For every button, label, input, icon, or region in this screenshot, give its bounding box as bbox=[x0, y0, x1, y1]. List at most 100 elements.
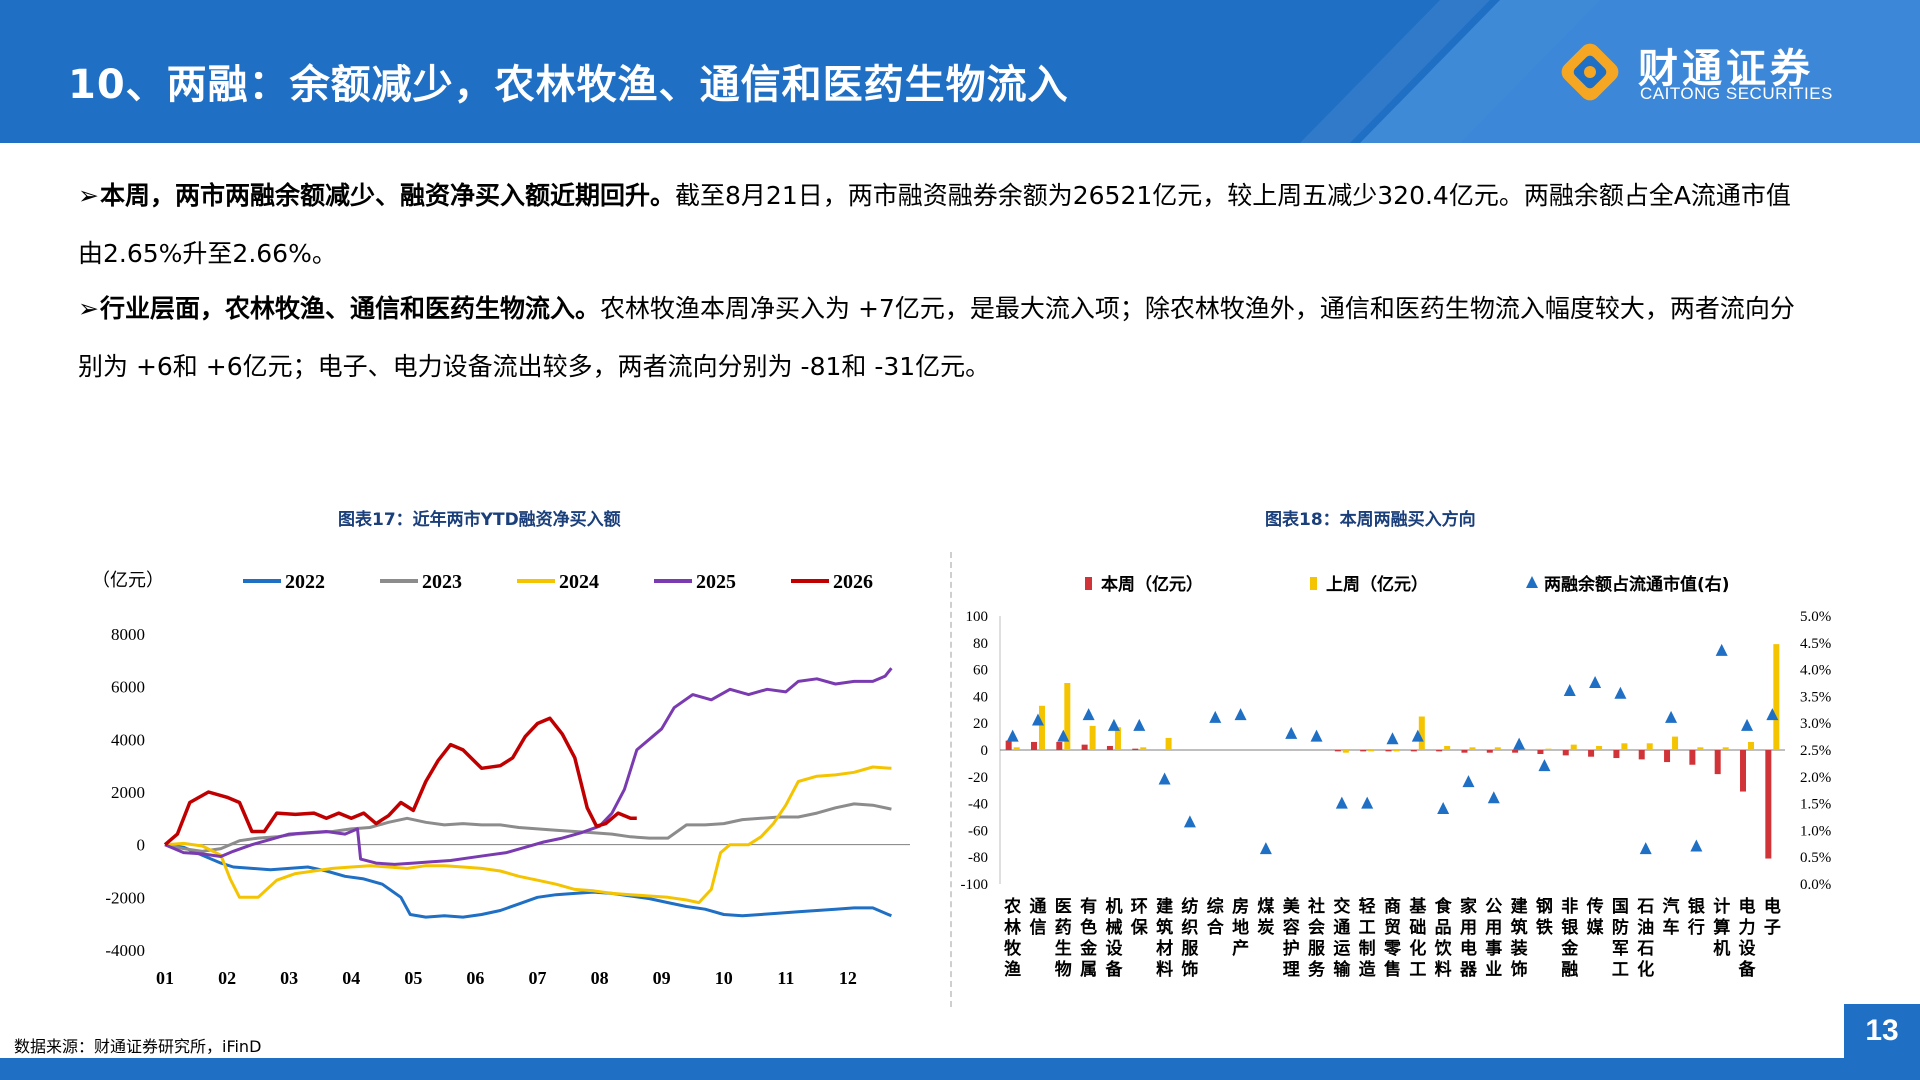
chart18-bar-this-week bbox=[1132, 748, 1139, 750]
chart18-category-label: 合 bbox=[1207, 917, 1225, 938]
chart18-category-label: 汽 bbox=[1663, 896, 1680, 917]
chart18-ratio-marker bbox=[1639, 842, 1652, 855]
chart18-bar-this-week bbox=[1436, 750, 1443, 752]
chart18-ratio-marker bbox=[1690, 839, 1703, 852]
chart18-ratio-marker bbox=[1082, 708, 1095, 721]
chart18-ratio-marker bbox=[1259, 842, 1272, 855]
chart18-category-label: 商 bbox=[1384, 896, 1401, 917]
chart18-category-label: 融 bbox=[1561, 960, 1578, 980]
chart18-category-label: 炭 bbox=[1257, 917, 1274, 938]
chart18-category-label: 饰 bbox=[1511, 959, 1528, 980]
chart18-ratio-marker bbox=[1183, 815, 1196, 828]
chart18-category-label: 食 bbox=[1435, 896, 1453, 917]
chart18-y-left-tick-label: 80 bbox=[973, 636, 988, 652]
header-stripe-decoration bbox=[1300, 0, 1920, 143]
chart18-category-label: 售 bbox=[1384, 959, 1401, 980]
chart18-category-label: 造 bbox=[1359, 960, 1377, 980]
chart18-bar-last-week bbox=[1697, 747, 1704, 750]
chart18-y-right-tick-label: 0.0% bbox=[1800, 877, 1831, 893]
chart18-bar-last-week bbox=[1545, 748, 1552, 750]
chart18-ratio-marker bbox=[1614, 686, 1627, 699]
chart18-category-label: 煤 bbox=[1257, 896, 1274, 917]
chart18-bar-this-week bbox=[1360, 750, 1367, 752]
chart18-bar-last-week bbox=[1621, 743, 1628, 750]
chart18-ratio-marker bbox=[1031, 713, 1044, 726]
chart18-category-label: 钢 bbox=[1536, 896, 1553, 917]
chart18-bar-this-week bbox=[1334, 750, 1341, 752]
chart18-category-label: 防 bbox=[1612, 917, 1629, 938]
chart18-category-label: 服 bbox=[1308, 939, 1326, 959]
chart18-bar-last-week bbox=[1748, 741, 1755, 750]
chart18-ratio-marker bbox=[1006, 729, 1019, 742]
chart18-bar-this-week bbox=[1486, 750, 1493, 753]
chart18-ratio-marker bbox=[1437, 801, 1450, 814]
chart18-bar-last-week bbox=[1013, 747, 1020, 750]
chart18-y-right-tick-label: 0.5% bbox=[1800, 850, 1831, 866]
chart18-category-label: 础 bbox=[1409, 918, 1426, 938]
chart18-category-label: 金 bbox=[1079, 938, 1098, 959]
chart18-category-label: 非 bbox=[1561, 896, 1578, 917]
paragraph-summary-body: 截至8月21日，两市融资融券余额为26521亿元，较上周五减少320.4亿元。两… bbox=[78, 181, 1791, 268]
chart18-category-label: 林 bbox=[1004, 917, 1021, 938]
chart18-category-label: 设 bbox=[1105, 939, 1122, 959]
chart18-category-label: 用 bbox=[1485, 918, 1502, 938]
chart18-category-label: 石 bbox=[1636, 897, 1654, 917]
chart18-y-right-tick-label: 2.0% bbox=[1800, 770, 1831, 786]
chart17-x-tick-label: 12 bbox=[839, 968, 857, 988]
chart18-ratio-marker bbox=[1310, 729, 1323, 742]
logo-text-en: CAITONG SECURITIES bbox=[1640, 84, 1833, 103]
chart18-y-right-tick-label: 3.5% bbox=[1800, 689, 1831, 705]
chart18-y-left-tick-label: 20 bbox=[973, 716, 988, 732]
chart18-bar-this-week bbox=[1588, 750, 1595, 757]
chart18-category-label: 服 bbox=[1181, 939, 1199, 959]
chart17-y-tick-label: 2000 bbox=[111, 783, 145, 802]
chart18-category-label: 饮 bbox=[1434, 938, 1453, 959]
chart18-category-label: 军 bbox=[1612, 939, 1629, 959]
chart18-legend-label: 本周（亿元） bbox=[1101, 574, 1203, 595]
chart18-category-label: 备 bbox=[1104, 959, 1123, 980]
chart18-bar-this-week bbox=[1765, 750, 1772, 859]
chart18-category-label: 建 bbox=[1511, 896, 1528, 917]
chart18-category-label: 地 bbox=[1232, 917, 1249, 938]
chart18-category-label: 公 bbox=[1485, 897, 1502, 917]
chart18-ratio-marker bbox=[1361, 796, 1374, 809]
chart18-bar-last-week bbox=[1469, 747, 1476, 750]
chart18-y-right-tick-label: 1.5% bbox=[1800, 797, 1831, 813]
chart18-ratio-marker bbox=[1589, 676, 1602, 688]
footer-bar bbox=[0, 1058, 1920, 1080]
chart18-category-label: 有 bbox=[1080, 896, 1097, 917]
chart17-x-tick-label: 03 bbox=[280, 968, 298, 988]
chart18-category-label: 石 bbox=[1636, 939, 1654, 959]
logo-text-cn: 财通证券 bbox=[1638, 46, 1814, 92]
chart18-bar-last-week bbox=[1672, 736, 1679, 750]
chart18-ratio-marker bbox=[1411, 729, 1424, 742]
chart17-y-tick-label: 8000 bbox=[111, 625, 145, 644]
page-title: 10、两融：余额减少，农林牧渔、通信和医药生物流入 bbox=[68, 62, 1069, 108]
chart18-bar-last-week bbox=[1646, 743, 1653, 750]
chart18-bar-this-week bbox=[1689, 750, 1696, 765]
chart17-x-tick-label: 08 bbox=[591, 968, 609, 988]
chart18-title: 图表18：本周两融买入方向 bbox=[1265, 510, 1476, 530]
chart18-y-right-tick-label: 5.0% bbox=[1800, 609, 1831, 625]
chart18-bar-this-week bbox=[1512, 750, 1519, 753]
chart18-bar-this-week bbox=[1613, 750, 1620, 759]
chart17-legend-label: 2023 bbox=[422, 571, 462, 593]
chart18-bar-last-week bbox=[1444, 745, 1451, 750]
chart18-category-label: 行 bbox=[1687, 917, 1705, 938]
data-source-note: 数据来源：财通证券研究所，iFinD bbox=[14, 1037, 262, 1056]
chart18-category-label: 医 bbox=[1055, 897, 1072, 917]
chart18-category-label: 算 bbox=[1712, 917, 1730, 938]
chart18-bar-this-week bbox=[1056, 741, 1063, 750]
chart18-category-label: 护 bbox=[1283, 938, 1300, 959]
chart18-category-label: 综 bbox=[1207, 896, 1224, 917]
chart18-category-label: 械 bbox=[1105, 917, 1122, 938]
chart18-bar-last-week bbox=[1089, 725, 1096, 750]
chart18-category-label: 备 bbox=[1738, 959, 1757, 980]
chart18-bar-this-week bbox=[1106, 745, 1113, 750]
chart18-y-left-tick-label: -60 bbox=[968, 823, 988, 839]
chart18-y-right-tick-label: 1.0% bbox=[1800, 823, 1831, 839]
chart17-x-tick-label: 09 bbox=[653, 968, 671, 988]
chart18-bar-this-week bbox=[1081, 744, 1088, 750]
chart18-category-label: 物 bbox=[1055, 959, 1072, 980]
